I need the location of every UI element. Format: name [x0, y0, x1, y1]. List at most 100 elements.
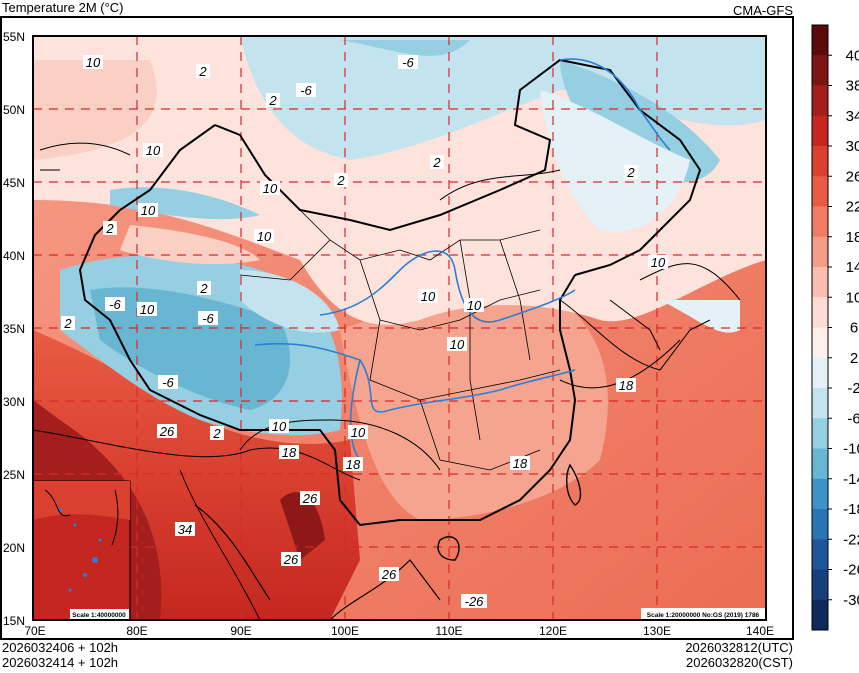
contour-label: 10 [146, 143, 161, 158]
colorbar-swatch [812, 176, 828, 207]
colorbar-swatch [812, 448, 828, 480]
colorbar-label: -10 [843, 441, 859, 458]
contour-label: 18 [513, 456, 528, 471]
contour-label: 10 [272, 419, 287, 434]
contour-label: 10 [651, 255, 666, 270]
colorbar-swatch [812, 569, 828, 601]
colorbar-swatch [812, 599, 828, 631]
valid-time-utc: 2026032812(UTC) [685, 640, 793, 655]
colorbar-label: -18 [843, 501, 859, 518]
contour-label-group: 10 2 -6 -6 2 10 2 10 2 10 2 10 10 2 -6 2… [61, 55, 668, 609]
contour-label: -26 [465, 594, 485, 609]
contour-label: 10 [450, 337, 465, 352]
inset-map: Scale 1:40000000 [32, 480, 131, 621]
contour-label: -6 [109, 297, 121, 312]
colorbar-label: -14 [843, 471, 859, 488]
contour-label: 2 [432, 155, 441, 170]
colorbar-swatch [812, 478, 828, 510]
colorbar-swatch [812, 146, 828, 177]
inset-scale-label: Scale 1:40000000 [72, 612, 126, 619]
contour-label: 2 [336, 173, 345, 188]
longitude-labels: 70E 80E 90E 100E 110E 120E 130E 140E [24, 624, 774, 638]
lon-label: 80E [126, 624, 147, 638]
colorbar-label: -22 [843, 531, 859, 548]
lat-label: 25N [3, 468, 25, 482]
contour-label: -6 [202, 311, 214, 326]
lat-label: 30N [3, 395, 25, 409]
init-time-cst: 2026032414 + 102h [2, 655, 119, 670]
lat-label: 45N [3, 176, 25, 190]
model-name: CMA-GFS [733, 3, 793, 18]
contour-label: 2 [63, 316, 72, 331]
colorbar-swatch [812, 55, 828, 86]
colorbar: 40 38 34 30 26 22 18 14 10 6 2 -2 -6 -10 -14 -18 -22 -26 -… [811, 24, 859, 631]
lat-label: 55N [3, 30, 25, 44]
contour-label: 10 [421, 289, 436, 304]
colorbar-swatch [812, 327, 828, 359]
colorbar-swatch [812, 85, 828, 117]
contour-label: 2 [198, 64, 207, 79]
colorbar-swatch [812, 115, 828, 147]
colorbar-swatch [812, 388, 828, 419]
contour-label: 18 [282, 445, 297, 460]
lon-label: 100E [331, 624, 359, 638]
contour-label: 10 [141, 203, 156, 218]
contour-label: 10 [86, 55, 101, 70]
colorbar-label: -2 [847, 380, 859, 397]
colorbar-swatch [812, 297, 828, 328]
contour-label: 26 [159, 424, 175, 439]
colorbar-label: 2 [850, 350, 858, 367]
contour-label: -6 [402, 55, 414, 70]
colorbar-label: 40 [846, 47, 859, 64]
lat-label: 50N [3, 103, 25, 117]
colorbar-swatch [812, 418, 828, 449]
colorbar-label: 38 [846, 78, 859, 95]
contour-label: 2 [105, 221, 114, 236]
colorbar-label: -26 [843, 562, 859, 579]
map-field [33, 36, 766, 620]
colorbar-label: 18 [846, 229, 859, 246]
lat-label: 40N [3, 249, 25, 263]
colorbar-label: -30 [843, 592, 859, 609]
contour-label: 18 [619, 378, 634, 393]
contour-label: 26 [302, 491, 318, 506]
latitude-labels: 55N 50N 45N 40N 35N 30N 25N 20N 15N [3, 30, 25, 628]
colorbar-swatch [812, 267, 828, 298]
contour-label: -6 [162, 375, 174, 390]
colorbar-swatch [812, 357, 828, 389]
colorbar-label: 26 [846, 168, 859, 185]
contour-label: 10 [467, 298, 482, 313]
lon-label: 120E [539, 624, 567, 638]
rivers [254, 58, 671, 461]
colorbar-swatch [812, 539, 828, 570]
colorbar-swatch [812, 206, 828, 238]
contour-label: 2 [626, 165, 635, 180]
contour-label: -6 [300, 83, 312, 98]
lon-label: 70E [24, 624, 45, 638]
lon-label: 130E [643, 624, 671, 638]
contour-label: 10 [140, 302, 155, 317]
colorbar-label: -6 [847, 410, 859, 427]
lon-label: 110E [435, 624, 462, 638]
map-frame [32, 35, 767, 621]
colorbar-swatch [812, 236, 828, 268]
lat-label: 20N [3, 541, 25, 555]
contour-label: 34 [178, 522, 192, 537]
outer-frame [0, 16, 794, 640]
colorbar-label: 14 [846, 259, 859, 276]
lon-label: 140E [746, 624, 774, 638]
lon-label: 90E [230, 624, 251, 638]
contour-label: 10 [257, 229, 272, 244]
contour-label: 18 [346, 457, 361, 472]
contour-label: 2 [212, 426, 221, 441]
colorbar-label: 22 [846, 199, 859, 216]
contour-label: 10 [351, 425, 366, 440]
colorbar-label: 34 [846, 108, 859, 125]
valid-time-cst: 2026032820(CST) [686, 655, 793, 670]
contour-label: 26 [283, 552, 299, 567]
lat-label: 35N [3, 322, 25, 336]
boundaries [39, 58, 741, 621]
colorbar-label: 10 [846, 289, 859, 306]
colorbar-swatch [812, 25, 828, 56]
